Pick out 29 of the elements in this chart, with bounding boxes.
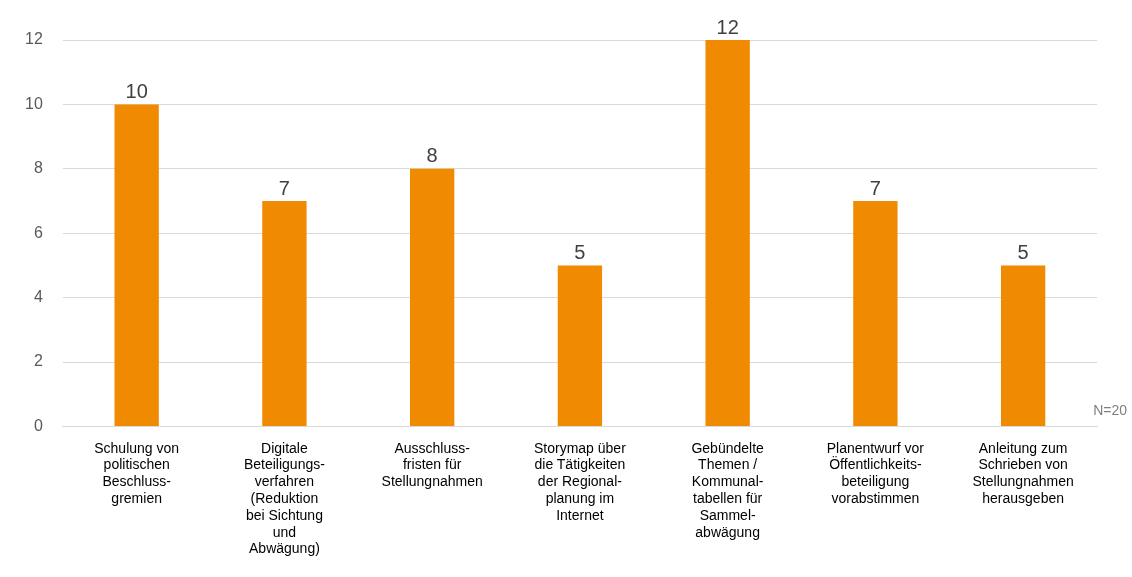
bar [409, 168, 455, 426]
data-label: 10 [125, 79, 148, 102]
y-tick-label: 10 [25, 94, 43, 112]
data-label: 7 [278, 176, 290, 199]
x-tick-label: Anleitung zum Schrieben von Stellungnahmen herausgeben [972, 439, 1074, 507]
x-tick-label: Schulung von politischen Beschluss- gremien [94, 439, 180, 507]
data-label: 5 [574, 240, 586, 263]
data-label: 12 [716, 15, 739, 38]
bar [262, 201, 307, 426]
y-tick-label: 12 [25, 30, 43, 48]
bar [853, 201, 898, 426]
y-tick-label: 8 [33, 159, 43, 177]
data-label: 8 [426, 144, 438, 167]
bar [705, 40, 750, 426]
bar [114, 104, 159, 426]
x-tick-label: Digitale Beteiligungs- verfahren (Reduktion bei Sichtung und Abwägung) [243, 439, 326, 557]
y-tick-label: 6 [33, 223, 43, 241]
data-label: 7 [869, 176, 881, 199]
y-tick-label: 2 [33, 352, 43, 370]
x-tick-label: Ausschluss- fristen für Stellungnahmen [381, 439, 483, 490]
data-label: 5 [1017, 240, 1029, 263]
x-tick-label: Gebündelte Themen / Kommunal- tabellen für Sammel- abwägung [691, 439, 765, 540]
bar [557, 265, 603, 426]
x-tick-label: Storymap über die Tätigkeiten der Regional- planung im Internet [533, 439, 627, 523]
annotation: N=20 [1093, 402, 1128, 419]
x-tick-label: Planentwurf vor Öffentlichkeits- beteiligung vorabstimmen [826, 439, 925, 507]
y-tick-label: 0 [33, 416, 43, 434]
y-tick-label: 4 [33, 288, 43, 306]
bar [1000, 265, 1046, 426]
